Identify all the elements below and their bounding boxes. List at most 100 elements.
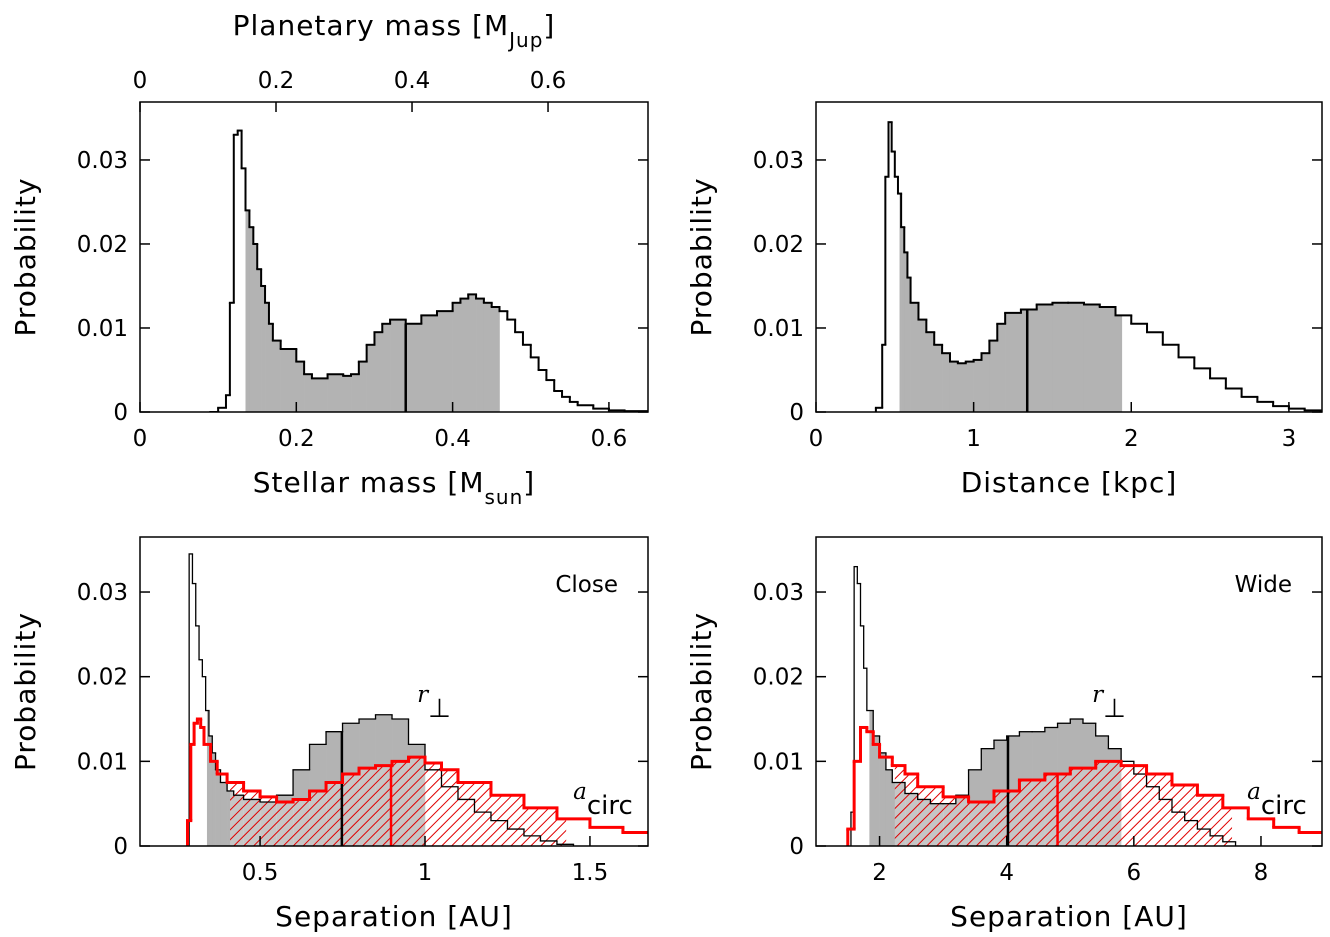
shaded-interval xyxy=(230,757,567,846)
x-tick-label: 2 xyxy=(1124,426,1139,452)
shade-bin xyxy=(261,285,266,412)
shade-bin xyxy=(907,277,911,412)
shade-bin xyxy=(869,710,874,846)
subscript: ⊥ xyxy=(428,694,451,724)
shade-bin xyxy=(989,340,998,412)
x-tick-label: 0.4 xyxy=(434,426,471,452)
subscript: ⊥ xyxy=(1103,694,1126,724)
shade-bin xyxy=(899,193,902,412)
shade-bin xyxy=(220,782,228,846)
y-tick-label: 0.02 xyxy=(753,665,804,691)
shade-bin xyxy=(327,374,344,412)
label-part: r xyxy=(417,682,430,708)
shade-bin xyxy=(276,801,294,846)
label-part: a xyxy=(1247,779,1261,805)
step-connector xyxy=(186,719,625,846)
subscript: circ xyxy=(587,791,633,821)
shaded-interval xyxy=(899,193,1123,412)
y-tick-label: 0.02 xyxy=(77,665,128,691)
y-tick-label: 0.01 xyxy=(753,749,804,775)
x-tick-label: 3 xyxy=(1282,426,1297,452)
shade-bin xyxy=(879,752,887,846)
y-tick-label: 0.03 xyxy=(77,148,128,174)
label-part: Planetary mass [M xyxy=(233,9,510,42)
x2-axis-label: Planetary mass [MJup] xyxy=(233,9,556,52)
shade-bin xyxy=(358,361,367,412)
y-tick-label: 0.03 xyxy=(753,148,804,174)
shade-bin xyxy=(981,353,990,412)
shade-bin xyxy=(296,361,305,412)
x-tick-label: 6 xyxy=(1127,860,1142,886)
shade-bin xyxy=(342,774,360,846)
shade-bin xyxy=(556,818,567,846)
x-tick-label: 4 xyxy=(999,860,1014,886)
shade-bin xyxy=(457,782,492,846)
frame xyxy=(815,536,1323,847)
y-tick-label: 0.01 xyxy=(77,749,128,775)
shade-bin xyxy=(375,765,393,846)
shade-bin xyxy=(311,378,328,412)
shade-bin xyxy=(421,315,438,412)
shade-bin xyxy=(968,801,995,846)
shade-bin xyxy=(1036,304,1053,412)
shade-bin xyxy=(1095,761,1122,846)
shade-bin xyxy=(245,210,250,412)
y-tick-label: 0.01 xyxy=(77,316,128,342)
shade-bin xyxy=(215,769,221,846)
shade-bin xyxy=(351,374,360,412)
shade-bin xyxy=(366,344,375,412)
shade-bin xyxy=(1019,779,1046,846)
shade-bin xyxy=(476,298,485,412)
x-axis-label: Separation [AU] xyxy=(950,900,1188,933)
shade-bin xyxy=(230,782,244,846)
step-connector xyxy=(874,122,1322,412)
label-part: Separation [AU] xyxy=(275,900,513,933)
shade-bin xyxy=(212,752,216,846)
shade-bin xyxy=(918,319,927,412)
shade-bin xyxy=(1005,312,1022,412)
shade-bin xyxy=(460,298,469,412)
shade-bin xyxy=(949,361,959,412)
panel: 0 0.01 0.02 0.03 0.5 1 1.5 Separation [AU] Proba… xyxy=(9,536,649,933)
shade-bin xyxy=(382,323,391,412)
subscript: Jup xyxy=(507,28,543,52)
x-tick-label: 2 xyxy=(872,860,887,886)
y-tick-label: 0 xyxy=(789,834,804,860)
label-part: ] xyxy=(523,466,535,499)
y-tick-label: 0.01 xyxy=(753,316,804,342)
shade-bin xyxy=(894,765,906,846)
y-tick-label: 0.02 xyxy=(753,232,804,258)
series-label: acirc xyxy=(573,779,633,821)
shaded-interval xyxy=(245,210,500,412)
plot-area xyxy=(874,121,1322,412)
shade-bin xyxy=(257,269,262,412)
shade-bin xyxy=(1083,304,1101,412)
x-axis-label: Separation [AU] xyxy=(275,900,513,933)
step-connector xyxy=(217,130,626,412)
plot-area xyxy=(209,129,648,412)
shade-bin xyxy=(1020,309,1037,412)
shade-bin xyxy=(904,252,908,412)
shade-bin xyxy=(901,227,905,412)
y-axis-label: Probability xyxy=(685,612,718,771)
shade-bin xyxy=(272,340,281,412)
shade-bin xyxy=(942,353,951,412)
x-tick-label: 1 xyxy=(418,860,433,886)
shade-bin xyxy=(343,375,352,412)
label-part: Separation [AU] xyxy=(950,900,1188,933)
panel: 0 0.01 0.02 0.03 0 0.2 0.4 0.6 Stellar mass [Msu… xyxy=(9,9,649,509)
plot-area xyxy=(846,565,1322,846)
y-axis-label: Probability xyxy=(9,612,42,771)
shade-bin xyxy=(904,774,919,846)
shade-bin xyxy=(1146,774,1173,846)
x2-tick-label: 0.2 xyxy=(258,68,295,94)
shade-bin xyxy=(374,332,383,412)
label-part: Stellar mass [M xyxy=(253,466,485,499)
shade-bin xyxy=(249,227,254,412)
x-tick-label: 0.6 xyxy=(591,426,628,452)
y-tick-label: 0 xyxy=(113,400,128,426)
shade-bin xyxy=(280,348,289,412)
x-tick-label: 0.2 xyxy=(278,426,315,452)
shade-bin xyxy=(483,302,492,412)
y-tick-label: 0 xyxy=(789,400,804,426)
